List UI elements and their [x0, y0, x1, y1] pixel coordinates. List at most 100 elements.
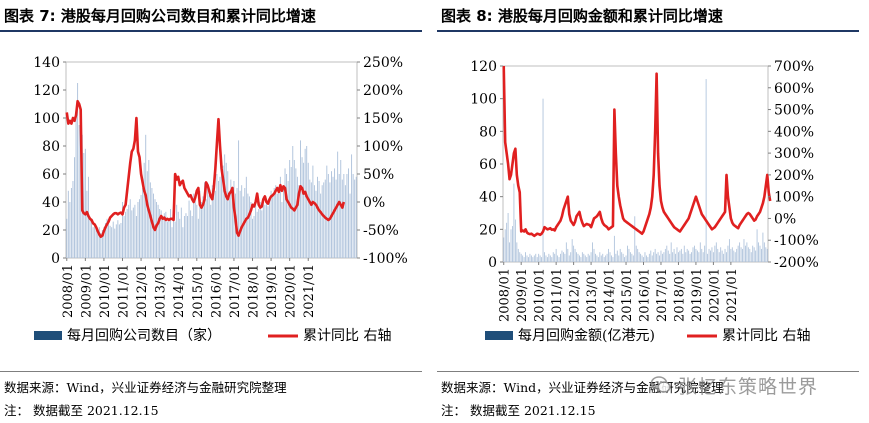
figure-7-panel: 图表 7: 港股每月回购公司数目和累计同比增速 0 20 40 60 80 100 120 1… [0, 0, 430, 423]
bar [326, 165, 328, 258]
bar [78, 125, 80, 258]
bar [106, 218, 108, 258]
right-tick-label: 150% [363, 111, 403, 127]
bar [278, 190, 280, 258]
legend-bar-swatch [34, 331, 62, 340]
left-tick-label: 60 [42, 167, 60, 183]
bar [227, 171, 229, 258]
bar [586, 257, 588, 262]
bar [276, 193, 278, 258]
bar [761, 248, 762, 262]
x-tick-label: 2021/01 [302, 264, 317, 318]
bar [242, 196, 244, 258]
bar [129, 199, 131, 258]
bar [766, 248, 768, 262]
bar [67, 190, 69, 258]
bar [628, 248, 630, 262]
bar [539, 255, 541, 262]
bar [91, 221, 93, 258]
bar [89, 218, 91, 258]
bar [581, 252, 583, 262]
bar [659, 255, 660, 262]
bar [103, 227, 105, 258]
left-tick-label: 60 [479, 157, 497, 173]
bar [507, 213, 509, 262]
figure-7-title: 图表 7: 港股每月回购公司数目和累计同比增速 [4, 7, 316, 25]
right-tick-label: 600% [774, 81, 814, 97]
figure-7-source: 数据来源：Wind，兴业证券经济与金融研究院整理 [4, 380, 287, 395]
left-tick-label: 120 [33, 83, 60, 99]
bar [565, 242, 567, 262]
bar [265, 202, 267, 258]
bar [717, 248, 719, 262]
bar [691, 252, 692, 262]
bar [554, 253, 556, 262]
bar [618, 255, 620, 262]
bar [166, 221, 168, 258]
bar [264, 204, 266, 258]
bar [715, 242, 717, 262]
bar [317, 176, 318, 258]
bar [75, 111, 77, 258]
bar [334, 168, 336, 258]
bar [270, 190, 272, 258]
bar [662, 253, 663, 262]
bar [733, 250, 735, 262]
x-tick-label: 2020/01 [284, 264, 299, 318]
bar [143, 162, 145, 258]
x-tick-label: 2009/01 [79, 264, 94, 318]
bar [742, 248, 743, 262]
bar [643, 257, 644, 262]
bar [284, 168, 286, 258]
bar [194, 199, 196, 258]
bar [292, 146, 294, 258]
bar [726, 252, 727, 262]
bar [109, 225, 111, 258]
left-tick-label: 80 [42, 139, 60, 155]
bar [74, 157, 75, 258]
bar [603, 257, 605, 262]
bar [355, 176, 357, 258]
bar [213, 179, 215, 258]
bar [309, 179, 311, 258]
bar [191, 216, 193, 258]
bar [592, 242, 593, 262]
x-tick-label: 2017/01 [655, 268, 670, 322]
bar [171, 227, 173, 258]
figure-8-source-rule [437, 371, 859, 372]
bar [509, 242, 510, 262]
legend-bar-label: 每月回购公司数目（家） [67, 327, 221, 344]
bar [98, 227, 100, 258]
bar [165, 211, 167, 258]
x-tick-label: 2014/01 [172, 264, 187, 318]
bar [727, 245, 729, 262]
bar [512, 226, 513, 262]
bar [504, 229, 506, 262]
bar [712, 252, 714, 262]
figure-8-title: 图表 8: 港股每月回购金额和累计同比增速 [441, 7, 723, 25]
x-tick-label: 2011/01 [550, 268, 565, 322]
bar [549, 255, 551, 262]
right-tick-label: 100% [363, 139, 403, 155]
bar [279, 176, 281, 258]
bar [762, 232, 764, 262]
bar [349, 193, 351, 258]
bar [335, 179, 337, 258]
bar [168, 218, 170, 258]
bar [584, 255, 586, 262]
left-tick-label: 0 [51, 251, 60, 267]
bar [538, 253, 540, 262]
right-tick-label: 200% [363, 83, 403, 99]
bar [111, 227, 113, 258]
bar [611, 255, 612, 262]
bar [682, 253, 684, 262]
watermark-text: 张忆东策略世界 [678, 375, 819, 398]
bar [599, 252, 601, 262]
bar [135, 216, 137, 258]
bar [503, 237, 505, 262]
bar [320, 193, 322, 258]
bar [321, 185, 323, 258]
bar [200, 202, 202, 258]
x-tick-label: 2010/01 [533, 268, 548, 322]
bar [351, 154, 353, 258]
